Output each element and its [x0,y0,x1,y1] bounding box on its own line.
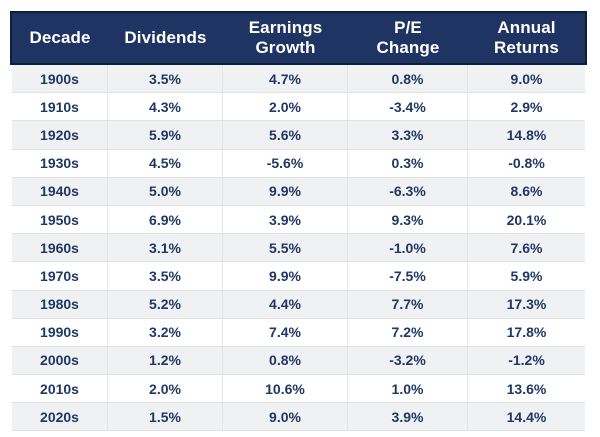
decade-returns-table: Decade Dividends Earnings Growth P/E Cha… [10,11,587,432]
cell-annual-returns: 13.6% [506,380,547,397]
table-body: 1900s 3.5% 4.7% 0.8% 9.0% 1910s 4.3% 2.0… [12,65,585,432]
header-cell-pe-change: P/E Change [376,17,440,57]
cell-pe-change: 0.8% [348,65,468,93]
table-row: 1920s 5.9% 5.6% 3.3% 14.8% [12,121,585,150]
cell-annual-returns: 7.6% [510,239,543,256]
cell-decade: 2020s [12,403,108,431]
header-cell-dividends: Dividends [124,27,207,47]
cell-earnings-growth: 4.4% [223,290,348,318]
cell-pe-change: 9.3% [348,205,468,234]
cell-pe-change: 1.0% [348,375,468,403]
header-cell-earnings-growth: Earnings Growth [248,17,323,57]
table-row: 2020s 1.5% 9.0% 3.9% 14.4% [12,403,585,432]
header-cell-decade: Decade [29,27,91,47]
cell-dividends: 5.2% [108,290,223,318]
table-row: 1950s 6.9% 3.9% 9.3% 20.1% [12,205,585,235]
cell-decade: 2000s [12,346,108,375]
cell-dividends: 5.0% [108,177,223,205]
cell-decade: 1900s [12,65,108,93]
table-row: 1940s 5.0% 9.9% -6.3% 8.6% [12,177,585,206]
cell-pe-change: -6.3% [348,177,468,205]
cell-dividends: 6.9% [108,205,223,234]
cell-decade: 1920s [12,121,108,149]
cell-pe-change: -1.0% [348,234,468,262]
cell-decade: 2010s [12,375,108,403]
cell-earnings-growth: 10.6% [223,375,348,403]
cell-decade: 1950s [12,205,108,234]
cell-annual-returns: 17.3% [506,296,547,313]
cell-pe-change: -3.2% [348,346,468,375]
cell-earnings-growth: 7.4% [223,318,348,346]
cell-decade: 1960s [12,234,108,262]
cell-annual-returns: 20.1% [506,211,547,228]
cell-dividends: 3.1% [108,234,223,262]
cell-pe-change: -3.4% [348,93,468,121]
cell-decade: 1940s [12,177,108,205]
table-row: 1960s 3.1% 5.5% -1.0% 7.6% [12,234,585,263]
table-row: 2000s 1.2% 0.8% -3.2% -1.2% [12,346,585,376]
cell-annual-returns: 5.9% [510,267,543,284]
cell-annual-returns: 14.8% [506,126,547,143]
cell-decade: 1930s [12,149,108,177]
cell-earnings-growth: 9.9% [223,262,348,290]
table-row: 1980s 5.2% 4.4% 7.7% 17.3% [12,290,585,319]
cell-annual-returns: -0.8% [508,155,545,172]
table-row: 1990s 3.2% 7.4% 7.2% 17.8% [12,318,585,347]
cell-dividends: 4.5% [108,149,223,177]
table-row: 1930s 4.5% -5.6% 0.3% -0.8% [12,149,585,178]
cell-earnings-growth: 0.8% [223,346,348,375]
cell-dividends: 3.5% [108,262,223,290]
cell-decade: 1970s [12,262,108,290]
cell-dividends: 3.5% [108,65,223,93]
cell-pe-change: -7.5% [348,262,468,290]
cell-dividends: 3.2% [108,318,223,346]
cell-earnings-growth: 5.6% [223,121,348,149]
cell-pe-change: 3.3% [348,121,468,149]
table-row: 1900s 3.5% 4.7% 0.8% 9.0% [12,65,585,94]
cell-pe-change: 0.3% [348,149,468,177]
cell-pe-change: 7.2% [348,318,468,346]
cell-dividends: 1.5% [108,403,223,431]
cell-pe-change: 3.9% [348,403,468,431]
cell-decade: 1910s [12,93,108,121]
table-row: 2010s 2.0% 10.6% 1.0% 13.6% [12,375,585,404]
cell-dividends: 4.3% [108,93,223,121]
cell-annual-returns: 2.9% [510,98,543,115]
table-header-row: Decade Dividends Earnings Growth P/E Cha… [10,11,587,65]
cell-dividends: 5.9% [108,121,223,149]
cell-annual-returns: 9.0% [510,70,543,87]
cell-annual-returns: 14.4% [506,408,547,425]
cell-earnings-growth: -5.6% [223,149,348,177]
cell-decade: 1990s [12,318,108,346]
cell-earnings-growth: 4.7% [223,65,348,93]
cell-earnings-growth: 9.0% [223,403,348,431]
cell-pe-change: 7.7% [348,290,468,318]
cell-earnings-growth: 2.0% [223,93,348,121]
header-cell-annual-returns: Annual Returns [494,17,559,57]
cell-earnings-growth: 3.9% [223,205,348,234]
cell-decade: 1980s [12,290,108,318]
table-row: 1910s 4.3% 2.0% -3.4% 2.9% [12,93,585,122]
cell-dividends: 1.2% [108,346,223,375]
cell-earnings-growth: 5.5% [223,234,348,262]
cell-dividends: 2.0% [108,375,223,403]
cell-annual-returns: 8.6% [510,183,543,200]
cell-earnings-growth: 9.9% [223,177,348,205]
cell-annual-returns: -1.2% [508,352,545,369]
cell-annual-returns: 17.8% [506,324,547,341]
table-row: 1970s 3.5% 9.9% -7.5% 5.9% [12,262,585,291]
